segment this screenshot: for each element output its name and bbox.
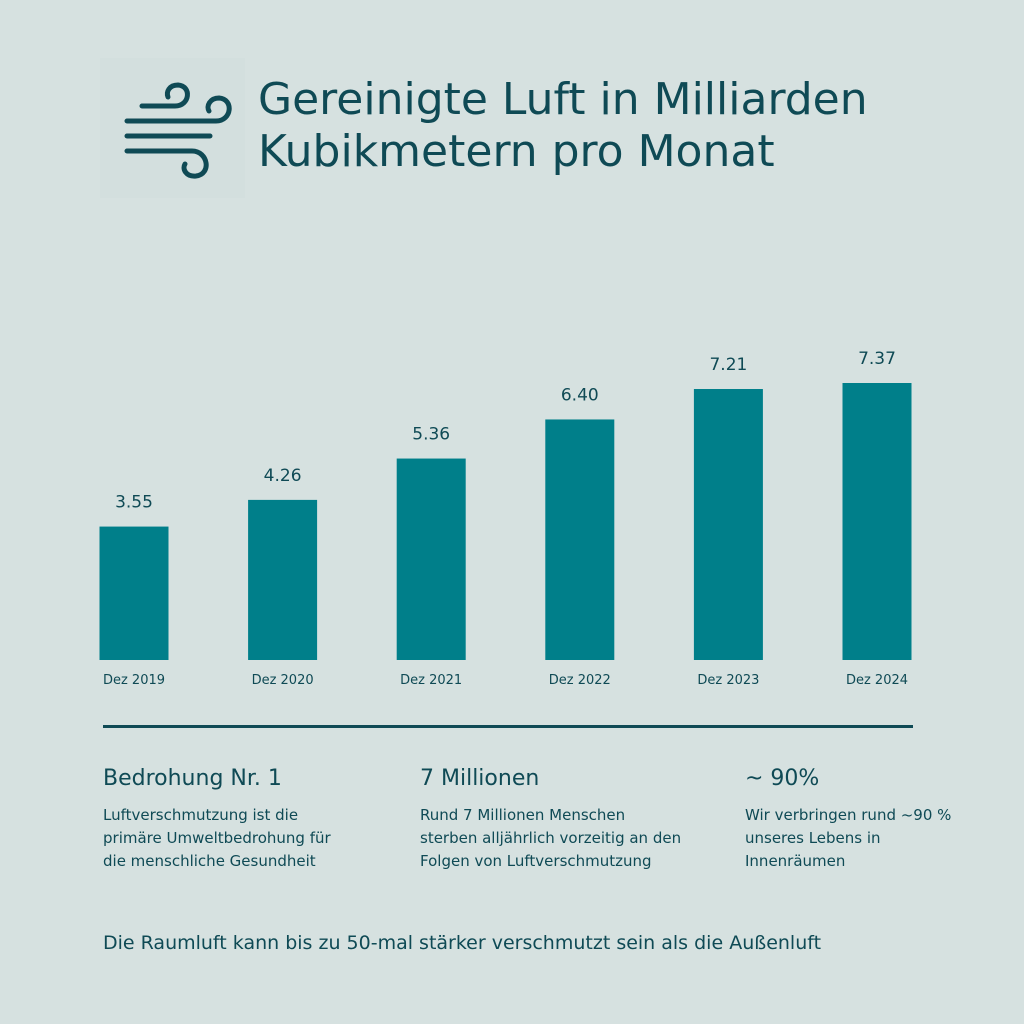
fact-text-line: Innenräumen: [745, 852, 846, 870]
bar-value-label: 7.21: [709, 355, 747, 375]
bar-value-label: 3.55: [115, 493, 153, 513]
fact-text-line: primäre Umweltbedrohung für: [103, 829, 331, 847]
bar-value-label: 4.26: [264, 466, 302, 486]
bar-value-label: 6.40: [561, 385, 599, 405]
fact-threat: Bedrohung Nr. 1 Luftverschmutzung ist di…: [103, 764, 393, 873]
bar-2: [396, 458, 466, 660]
x-tick-label: Dez 2020: [252, 673, 314, 688]
x-tick-label: Dez 2023: [697, 673, 759, 688]
bar-5: [842, 383, 912, 660]
bar-4: [693, 389, 763, 660]
chart-title-line-2: Kubikmetern pro Monat: [258, 126, 775, 177]
fact-text-line: Wir verbringen rund ~90 %: [745, 806, 952, 824]
fact-text-line: sterben alljährlich vorzeitig an den: [420, 829, 682, 847]
footer-note: Die Raumluft kann bis zu 50-mal stärker …: [103, 932, 822, 954]
fact-text: Luftverschmutzung ist die primäre Umwelt…: [103, 804, 383, 873]
fact-heading: 7 Millionen: [420, 766, 540, 791]
bar-1: [248, 499, 318, 660]
fact-text-line: Rund 7 Millionen Menschen: [420, 806, 626, 824]
bar-value-label: 5.36: [412, 425, 450, 445]
chart-title: Gereinigte Luft in Milliarden Kubikmeter…: [258, 74, 868, 178]
fact-text: Wir verbringen rund ~90 % unseres Lebens…: [745, 804, 1024, 873]
chart-title-line-1: Gereinigte Luft in Milliarden: [258, 74, 868, 125]
fact-text-line: Luftverschmutzung ist die: [103, 806, 299, 824]
wind-icon: [100, 58, 245, 198]
fact-text-line: die menschliche Gesundheit: [103, 852, 316, 870]
fact-indoor-time: ~ 90% Wir verbringen rund ~90 % unseres …: [745, 764, 1024, 873]
fact-text-line: Folgen von Luftverschmutzung: [420, 852, 652, 870]
x-tick-label: Dez 2022: [549, 673, 611, 688]
bar-0: [99, 526, 169, 660]
fact-text-line: unseres Lebens in: [745, 829, 881, 847]
divider: [103, 725, 913, 728]
x-tick-label: Dez 2024: [846, 673, 908, 688]
fact-heading: Bedrohung Nr. 1: [103, 766, 282, 791]
x-tick-label: Dez 2019: [103, 673, 165, 688]
fact-millions: 7 Millionen Rund 7 Millionen Menschen st…: [420, 764, 710, 873]
x-tick-label: Dez 2021: [400, 673, 462, 688]
bar-3: [545, 419, 615, 660]
bar-value-label: 7.37: [858, 349, 896, 369]
bar-chart: 3.55 Dez 2019 4.26 Dez 2020 5.36 Dez 2021 6.40…: [99, 349, 912, 688]
fact-heading: ~ 90%: [745, 766, 820, 791]
fact-text: Rund 7 Millionen Menschen sterben alljäh…: [420, 804, 700, 873]
